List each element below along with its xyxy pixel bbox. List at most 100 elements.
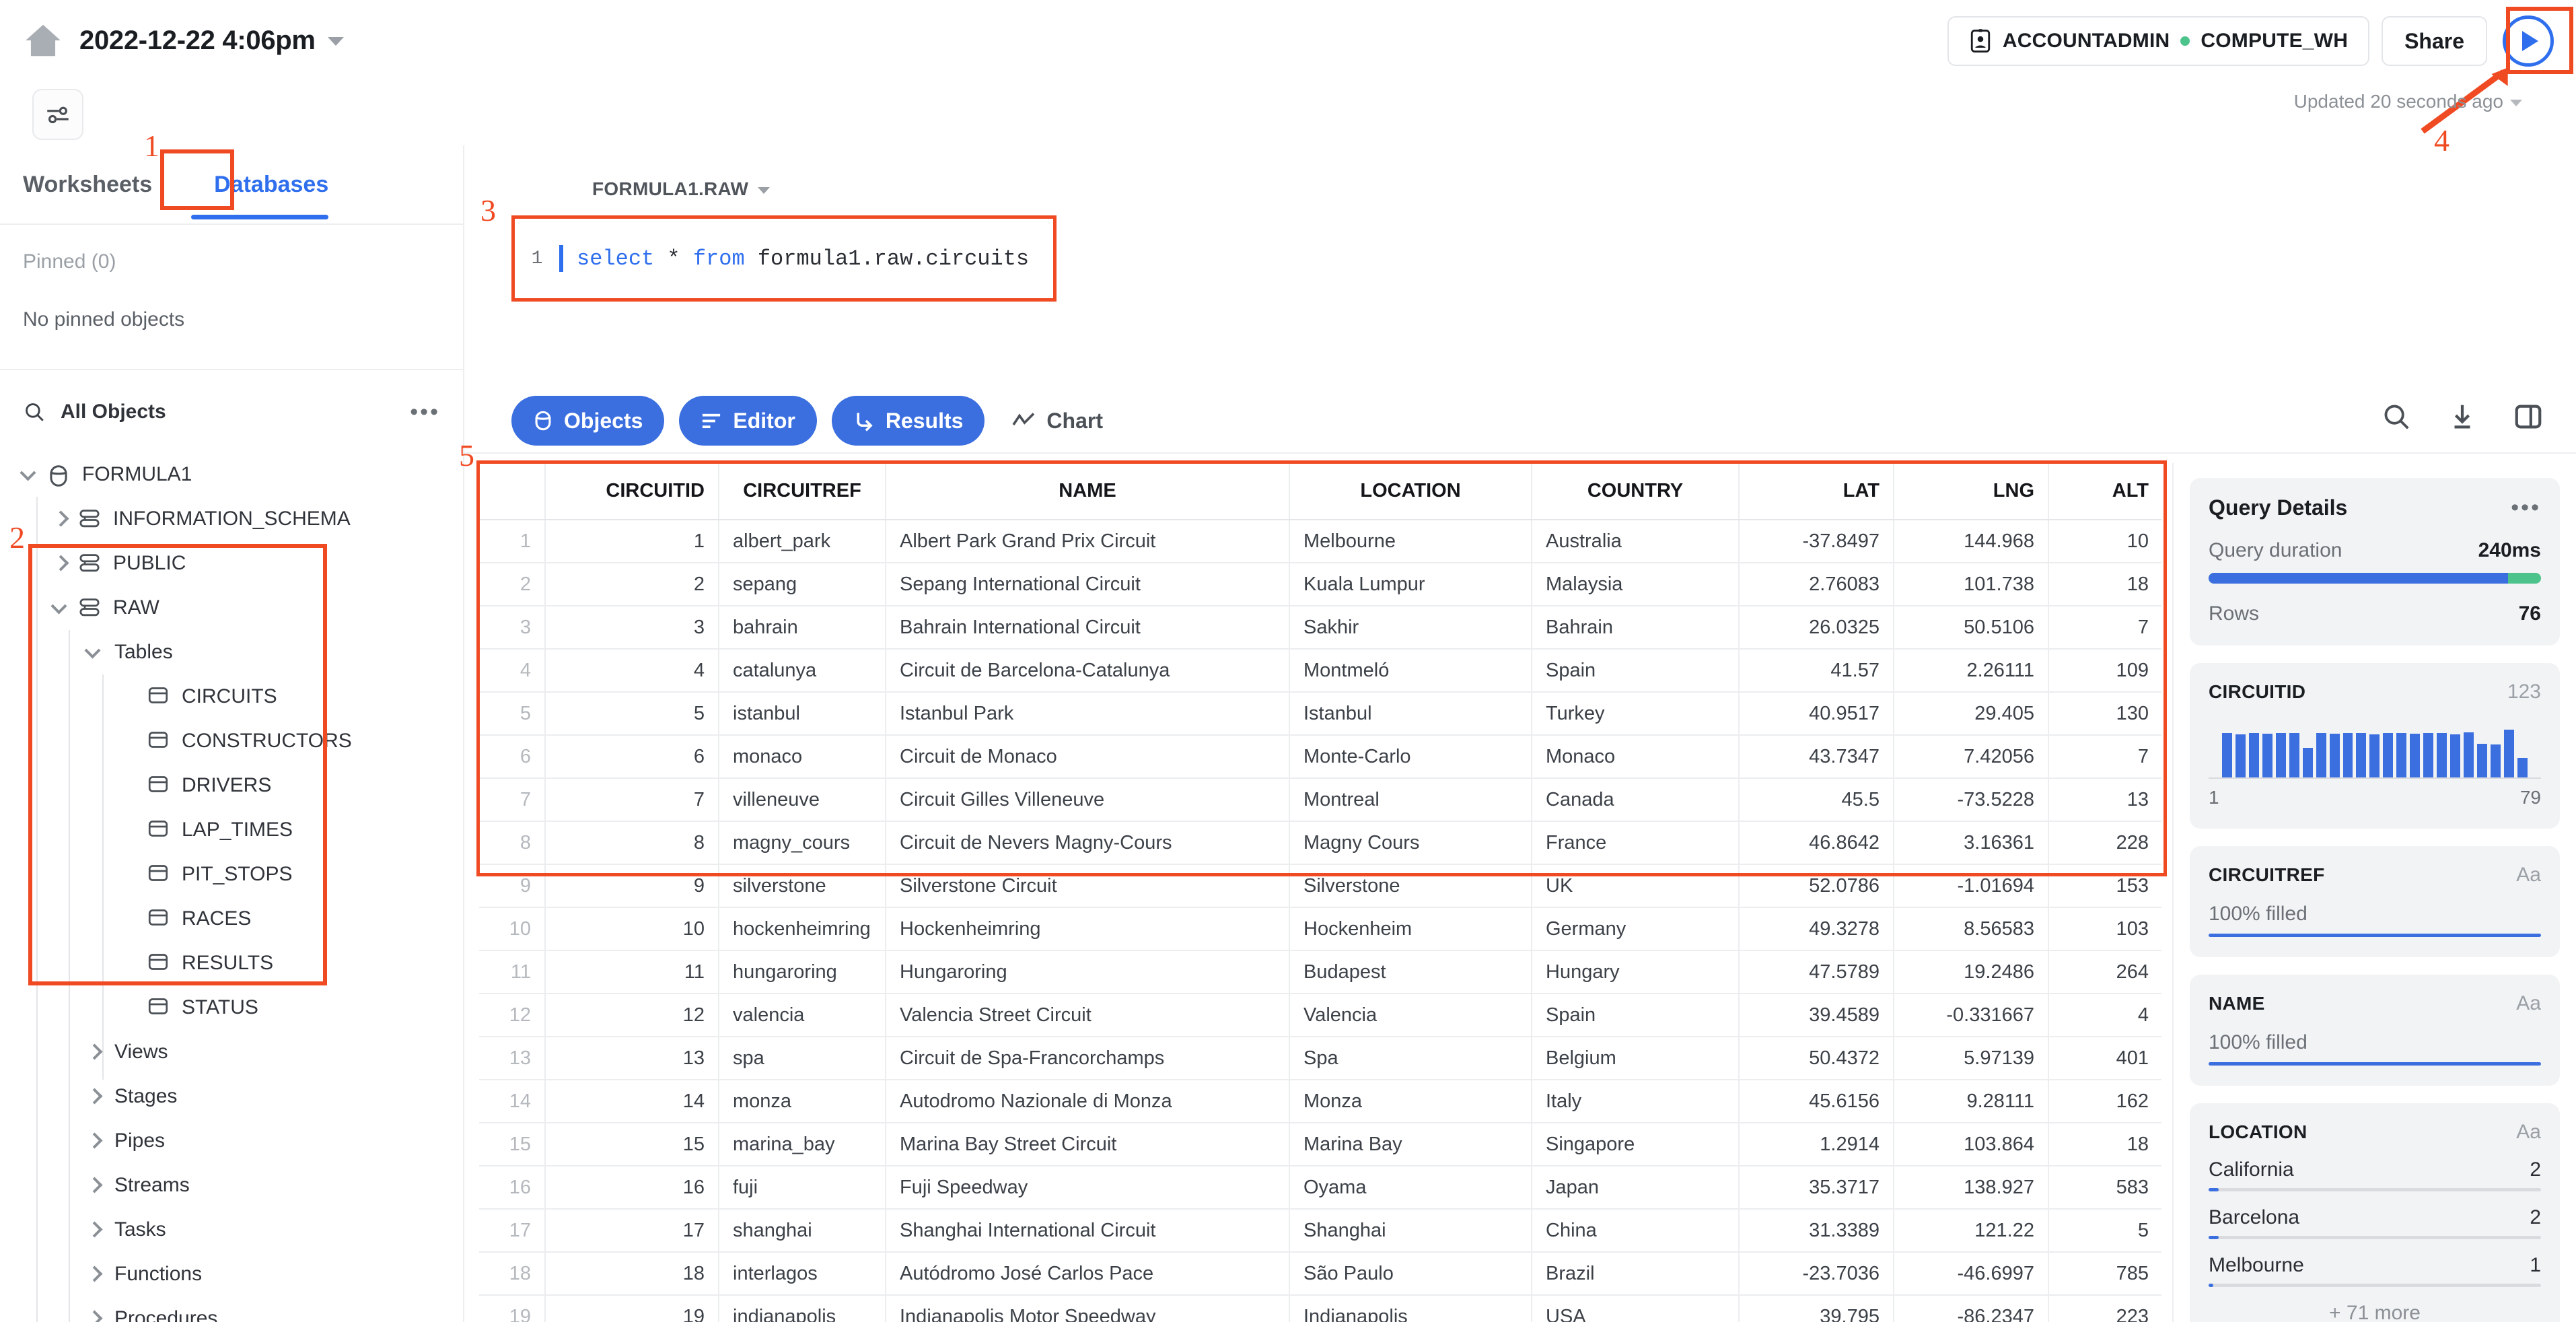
column-header-circuitref[interactable]: CIRCUITREF bbox=[719, 463, 886, 520]
cell-country[interactable]: Australia bbox=[1532, 520, 1740, 563]
cell-country[interactable]: Brazil bbox=[1532, 1252, 1740, 1296]
tree-item-drivers[interactable]: DRIVERS bbox=[0, 763, 463, 808]
cell-country[interactable]: Italy bbox=[1532, 1080, 1740, 1123]
updated-timestamp[interactable]: Updated 20 seconds ago bbox=[2294, 91, 2522, 112]
cell-circuitid[interactable]: 14 bbox=[545, 1080, 719, 1123]
cell-circuitid[interactable]: 1 bbox=[545, 520, 719, 563]
tree-item-functions[interactable]: Functions bbox=[0, 1252, 463, 1296]
cell-name[interactable]: Circuit de Spa-Francorchamps bbox=[886, 1037, 1290, 1080]
tree-item-procedures[interactable]: Procedures bbox=[0, 1296, 463, 1322]
cell-location[interactable]: Indianapolis bbox=[1289, 1295, 1532, 1322]
table-row[interactable]: 16 16 fuji Fuji Speedway Oyama Japan 35.3717 13… bbox=[479, 1166, 2161, 1210]
cell-lng[interactable]: 50.5106 bbox=[1894, 606, 2049, 650]
cell-name[interactable]: Indianapolis Motor Speedway bbox=[886, 1295, 1290, 1322]
cell-circuitref[interactable]: shanghai bbox=[719, 1209, 886, 1253]
cell-country[interactable]: Spain bbox=[1532, 994, 1740, 1037]
cell-country[interactable]: Turkey bbox=[1532, 692, 1740, 736]
cell-lng[interactable]: 9.28111 bbox=[1894, 1080, 2049, 1123]
cell-name[interactable]: Circuit de Nevers Magny-Cours bbox=[886, 821, 1290, 865]
column-header-lat[interactable]: LAT bbox=[1739, 463, 1894, 520]
cell-country[interactable]: UK bbox=[1532, 864, 1740, 908]
chevron-right-icon[interactable] bbox=[85, 1043, 102, 1061]
tree-item-results[interactable]: RESULTS bbox=[0, 941, 463, 985]
cell-name[interactable]: Sepang International Circuit bbox=[886, 563, 1290, 606]
cell-location[interactable]: Hockenheim bbox=[1289, 907, 1532, 951]
cell-alt[interactable]: 103 bbox=[2048, 907, 2161, 951]
table-row[interactable]: 15 15 marina_bay Marina Bay Street Circuit M… bbox=[479, 1123, 2161, 1167]
worksheet-title-button[interactable]: 2022-12-22 4:06pm bbox=[79, 26, 344, 56]
column-header-lng[interactable]: LNG bbox=[1894, 463, 2049, 520]
cell-circuitid[interactable]: 19 bbox=[545, 1295, 719, 1322]
cell-circuitref[interactable]: sepang bbox=[719, 563, 886, 606]
column-header-country[interactable]: COUNTRY bbox=[1532, 463, 1740, 520]
cell-country[interactable]: Malaysia bbox=[1532, 563, 1740, 606]
cell-location[interactable]: Montmeló bbox=[1289, 649, 1532, 693]
table-row[interactable]: 14 14 monza Autodromo Nazionale di Monza Mon… bbox=[479, 1080, 2161, 1123]
sidebar-tab-worksheets[interactable]: Worksheets bbox=[0, 145, 152, 223]
chevron-right-icon[interactable] bbox=[85, 1132, 102, 1150]
cell-circuitref[interactable]: catalunya bbox=[719, 649, 886, 693]
cell-location[interactable]: Valencia bbox=[1289, 994, 1532, 1037]
table-row[interactable]: 10 10 hockenheimring Hockenheimring Hockenhe… bbox=[479, 907, 2161, 951]
tree-item-status[interactable]: STATUS bbox=[0, 985, 463, 1030]
cell-country[interactable]: Monaco bbox=[1532, 735, 1740, 779]
cell-circuitid[interactable]: 7 bbox=[545, 778, 719, 822]
cell-location[interactable]: Montreal bbox=[1289, 778, 1532, 822]
tab-results[interactable]: Results bbox=[831, 396, 985, 446]
ellipsis-icon[interactable]: ••• bbox=[2511, 494, 2541, 520]
tab-editor[interactable]: Editor bbox=[679, 396, 817, 446]
cell-location[interactable]: Oyama bbox=[1289, 1166, 1532, 1210]
cell-lat[interactable]: 43.7347 bbox=[1739, 735, 1894, 779]
cell-lat[interactable]: 35.3717 bbox=[1739, 1166, 1894, 1210]
chevron-down-icon[interactable] bbox=[2510, 99, 2522, 106]
chevron-right-icon[interactable] bbox=[85, 1310, 102, 1322]
chevron-down-icon[interactable] bbox=[20, 466, 38, 483]
cell-circuitid[interactable]: 10 bbox=[545, 907, 719, 951]
tree-item-views[interactable]: Views bbox=[0, 1030, 463, 1074]
chevron-down-icon[interactable] bbox=[327, 37, 344, 46]
cell-circuitid[interactable]: 12 bbox=[545, 994, 719, 1037]
cell-circuitid[interactable]: 9 bbox=[545, 864, 719, 908]
cell-lat[interactable]: 26.0325 bbox=[1739, 606, 1894, 650]
cell-country[interactable]: Canada bbox=[1532, 778, 1740, 822]
column-header-name[interactable]: NAME bbox=[886, 463, 1290, 520]
cell-name[interactable]: Fuji Speedway bbox=[886, 1166, 1290, 1210]
cell-name[interactable]: Circuit Gilles Villeneuve bbox=[886, 778, 1290, 822]
tab-chart[interactable]: Chart bbox=[999, 396, 1124, 446]
cell-country[interactable]: China bbox=[1532, 1209, 1740, 1253]
cell-lat[interactable]: 49.3278 bbox=[1739, 907, 1894, 951]
cell-alt[interactable]: 130 bbox=[2048, 692, 2161, 736]
cell-circuitid[interactable]: 5 bbox=[545, 692, 719, 736]
cell-location[interactable]: Sakhir bbox=[1289, 606, 1532, 650]
cell-lng[interactable]: 19.2486 bbox=[1894, 950, 2049, 994]
cell-lat[interactable]: 47.5789 bbox=[1739, 950, 1894, 994]
database-schema-selector[interactable]: FORMULA1.RAW bbox=[592, 178, 771, 200]
cell-lng[interactable]: 121.22 bbox=[1894, 1209, 2049, 1253]
table-row[interactable]: 11 11 hungaroring Hungaroring Budapest Hungar… bbox=[479, 950, 2161, 994]
cell-lng[interactable]: 3.16361 bbox=[1894, 821, 2049, 865]
cell-name[interactable]: Istanbul Park bbox=[886, 692, 1290, 736]
chevron-right-icon[interactable] bbox=[85, 1088, 102, 1105]
filters-button[interactable] bbox=[32, 89, 83, 140]
cell-location[interactable]: Magny Cours bbox=[1289, 821, 1532, 865]
search-icon[interactable] bbox=[2381, 401, 2412, 432]
cell-location[interactable]: Shanghai bbox=[1289, 1209, 1532, 1253]
cell-circuitid[interactable]: 6 bbox=[545, 735, 719, 779]
cell-lng[interactable]: -0.331667 bbox=[1894, 994, 2049, 1037]
cell-circuitref[interactable]: hungaroring bbox=[719, 950, 886, 994]
cell-alt[interactable]: 583 bbox=[2048, 1166, 2161, 1210]
cell-lng[interactable]: 144.968 bbox=[1894, 520, 2049, 563]
all-objects-row[interactable]: All Objects ••• bbox=[0, 381, 463, 443]
cell-lng[interactable]: 8.56583 bbox=[1894, 907, 2049, 951]
cell-location[interactable]: Marina Bay bbox=[1289, 1123, 1532, 1167]
table-row[interactable]: 19 19 indianapolis Indianapolis Motor Speed… bbox=[479, 1295, 2161, 1322]
cell-lng[interactable]: -1.01694 bbox=[1894, 864, 2049, 908]
cell-circuitid[interactable]: 16 bbox=[545, 1166, 719, 1210]
cell-lat[interactable]: 1.2914 bbox=[1739, 1123, 1894, 1167]
column-header-alt[interactable]: ALT bbox=[2048, 463, 2161, 520]
cell-lng[interactable]: 103.864 bbox=[1894, 1123, 2049, 1167]
cell-lng[interactable]: 2.26111 bbox=[1894, 649, 2049, 693]
cell-location[interactable]: Spa bbox=[1289, 1037, 1532, 1080]
cell-alt[interactable]: 18 bbox=[2048, 563, 2161, 606]
cell-circuitref[interactable]: silverstone bbox=[719, 864, 886, 908]
